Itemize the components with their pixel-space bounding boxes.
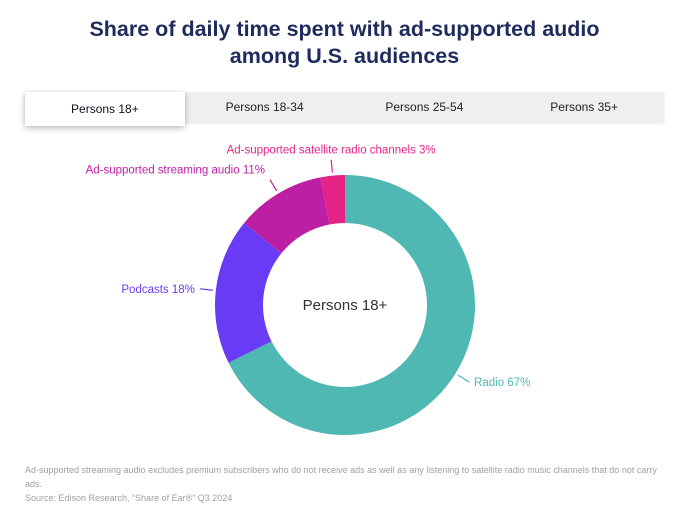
tab-persons-35plus[interactable]: Persons 35+ [504, 92, 664, 122]
source-line: Source: Edison Research, “Share of Ear®”… [25, 493, 233, 504]
donut-chart: Radio 67% Podcasts 18% Ad-supported stream… [86, 144, 530, 435]
leader-line-podcasts [199, 287, 213, 291]
segment-label-ad-supported-satellite-radio-channels: Ad-supported satellite radio channels 3% [227, 144, 436, 156]
segment-label-podcasts: Podcasts 18% [121, 284, 195, 296]
audience-tabs: Persons 18+ Persons 18-34 Persons 25-54 … [25, 91, 664, 126]
tab-persons-18plus[interactable]: Persons 18+ [25, 91, 185, 126]
segment-label-radio: Radio 67% [474, 377, 530, 389]
leader-line-ad-supported-satellite-radio-channels [330, 159, 333, 173]
donut-segment-radio[interactable] [228, 174, 475, 435]
leader-line-ad-supported-streaming-audio [269, 179, 278, 191]
donut-center-label: Persons 18+ [303, 297, 388, 314]
tab-persons-18-34[interactable]: Persons 18-34 [185, 92, 345, 122]
footnote: Ad-supported streaming audio excludes pr… [25, 465, 657, 490]
segment-label-ad-supported-streaming-audio: Ad-supported streaming audio 11% [86, 164, 265, 176]
page-title: Share of daily time spent with ad-suppor… [89, 17, 600, 68]
donut-segment-ad-supported-satellite-radio-channels[interactable] [320, 174, 345, 225]
donut-segment-ad-supported-streaming-audio[interactable] [244, 177, 330, 254]
leader-line-radio [457, 374, 470, 383]
tab-persons-25-54[interactable]: Persons 25-54 [345, 92, 505, 122]
donut-segment-podcasts[interactable] [215, 222, 282, 363]
chart-footer: Ad-supported streaming audio excludes pr… [25, 464, 664, 506]
